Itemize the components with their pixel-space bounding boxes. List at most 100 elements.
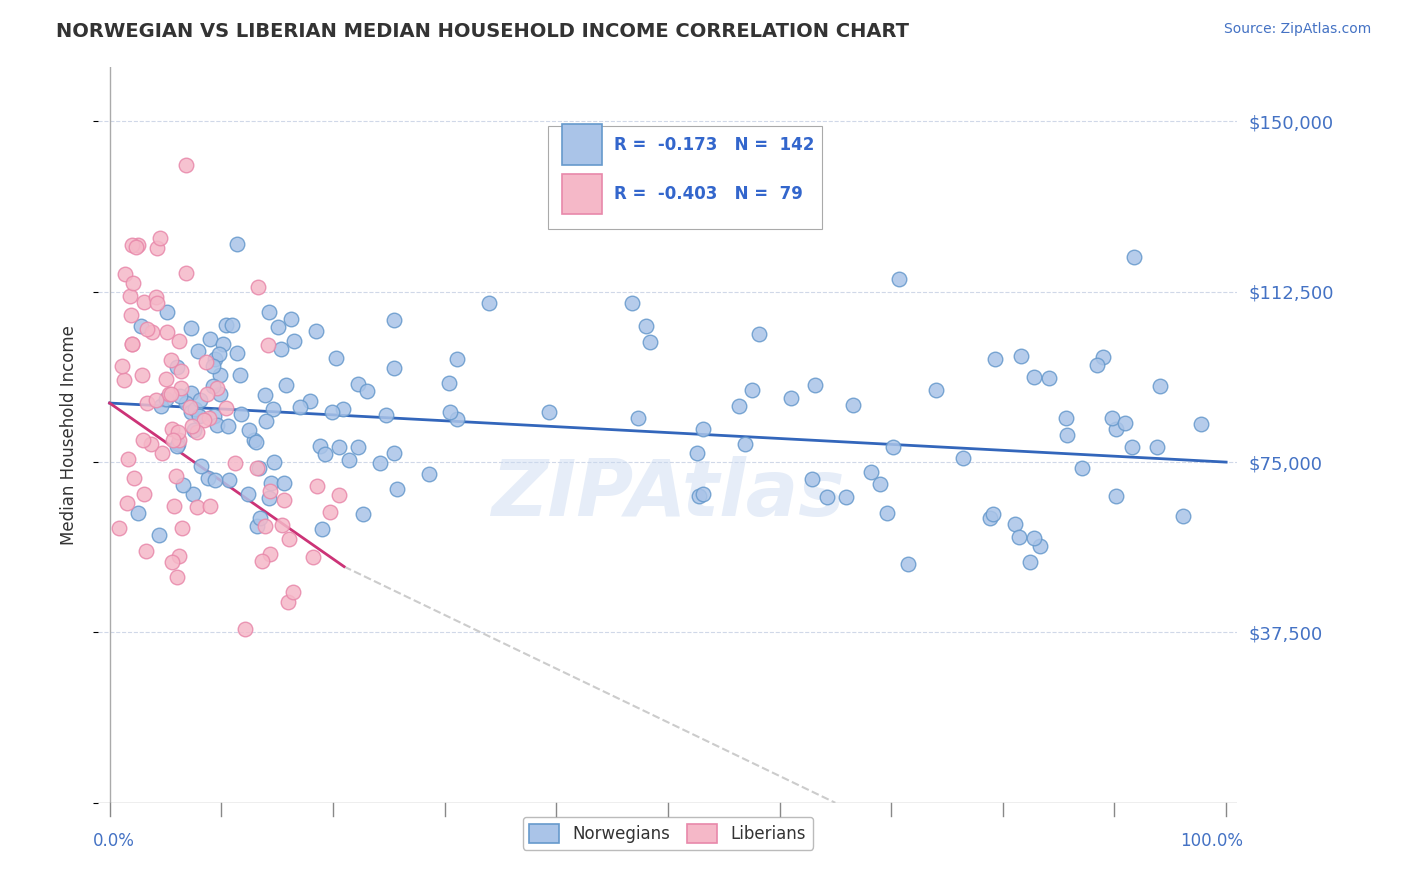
- Point: [204, 473, 226, 487]
- Point: [174, 395, 197, 409]
- Point: [247, 461, 270, 475]
- Point: [184, 401, 207, 416]
- Point: [205, 417, 228, 432]
- Point: [225, 346, 247, 360]
- Point: [280, 312, 302, 326]
- Point: [186, 425, 208, 440]
- Point: [418, 467, 440, 481]
- Text: NORWEGIAN VS LIBERIAN MEDIAN HOUSEHOLD INCOME CORRELATION CHART: NORWEGIAN VS LIBERIAN MEDIAN HOUSEHOLD I…: [56, 22, 910, 41]
- Point: [117, 451, 139, 466]
- Point: [321, 405, 343, 419]
- Point: [155, 372, 177, 386]
- Point: [181, 419, 204, 434]
- Point: [160, 556, 183, 570]
- Point: [538, 405, 561, 419]
- Point: [195, 386, 218, 401]
- Point: [307, 479, 329, 493]
- Point: [332, 402, 354, 417]
- Point: [328, 441, 350, 455]
- Point: [1092, 350, 1115, 364]
- Text: R =  -0.173   N =  142: R = -0.173 N = 142: [614, 136, 814, 153]
- Point: [165, 468, 187, 483]
- Point: [247, 279, 270, 293]
- Point: [692, 422, 714, 436]
- Point: [188, 393, 211, 408]
- Point: [882, 440, 904, 454]
- Point: [325, 351, 347, 365]
- Point: [1173, 509, 1195, 524]
- Point: [254, 414, 277, 428]
- Point: [347, 377, 370, 392]
- Point: [114, 268, 136, 282]
- Point: [141, 326, 163, 340]
- Point: [229, 368, 252, 383]
- Point: [214, 401, 236, 416]
- Point: [146, 295, 169, 310]
- Point: [215, 318, 238, 333]
- Point: [385, 483, 408, 497]
- Point: [347, 440, 370, 454]
- Point: [257, 305, 280, 319]
- Point: [166, 570, 188, 584]
- Point: [145, 393, 167, 408]
- Point: [869, 476, 891, 491]
- Point: [170, 364, 193, 378]
- Point: [257, 338, 280, 352]
- Point: [233, 622, 256, 636]
- Point: [163, 499, 186, 513]
- Point: [246, 460, 269, 475]
- Point: [305, 324, 328, 338]
- Point: [779, 391, 801, 405]
- Point: [111, 359, 134, 373]
- Point: [374, 408, 396, 422]
- Legend: Norwegians, Liberians: Norwegians, Liberians: [523, 817, 813, 850]
- Point: [288, 400, 311, 414]
- Point: [197, 411, 219, 425]
- Point: [688, 489, 710, 503]
- Point: [121, 337, 143, 351]
- Point: [1010, 350, 1032, 364]
- Point: [1024, 370, 1046, 384]
- Point: [122, 277, 145, 291]
- Text: 0.0%: 0.0%: [93, 832, 135, 850]
- Point: [1085, 358, 1108, 372]
- Point: [135, 544, 157, 558]
- Point: [1105, 422, 1128, 436]
- Point: [120, 289, 142, 303]
- Point: [277, 595, 299, 609]
- Text: Source: ZipAtlas.com: Source: ZipAtlas.com: [1223, 22, 1371, 37]
- Point: [876, 507, 898, 521]
- Point: [201, 379, 224, 393]
- FancyBboxPatch shape: [548, 126, 821, 229]
- Point: [207, 347, 229, 361]
- Point: [260, 475, 283, 490]
- Point: [204, 352, 226, 367]
- Point: [352, 508, 374, 522]
- Point: [172, 478, 194, 492]
- Point: [212, 336, 235, 351]
- Point: [159, 353, 181, 368]
- Point: [270, 517, 292, 532]
- Point: [1121, 441, 1143, 455]
- Point: [226, 236, 249, 251]
- Point: [267, 319, 290, 334]
- Point: [148, 528, 170, 542]
- Point: [273, 492, 295, 507]
- Point: [1149, 379, 1171, 393]
- Point: [107, 521, 129, 535]
- Point: [209, 386, 232, 401]
- Point: [209, 368, 232, 383]
- Point: [246, 519, 269, 533]
- Point: [156, 325, 179, 339]
- Point: [183, 423, 205, 437]
- Point: [205, 381, 228, 395]
- Point: [139, 437, 162, 451]
- Point: [983, 507, 1005, 521]
- Point: [170, 521, 193, 535]
- Point: [801, 472, 824, 486]
- Point: [952, 451, 974, 466]
- Point: [170, 381, 193, 395]
- Point: [193, 413, 215, 427]
- Point: [242, 434, 264, 448]
- Point: [859, 465, 882, 479]
